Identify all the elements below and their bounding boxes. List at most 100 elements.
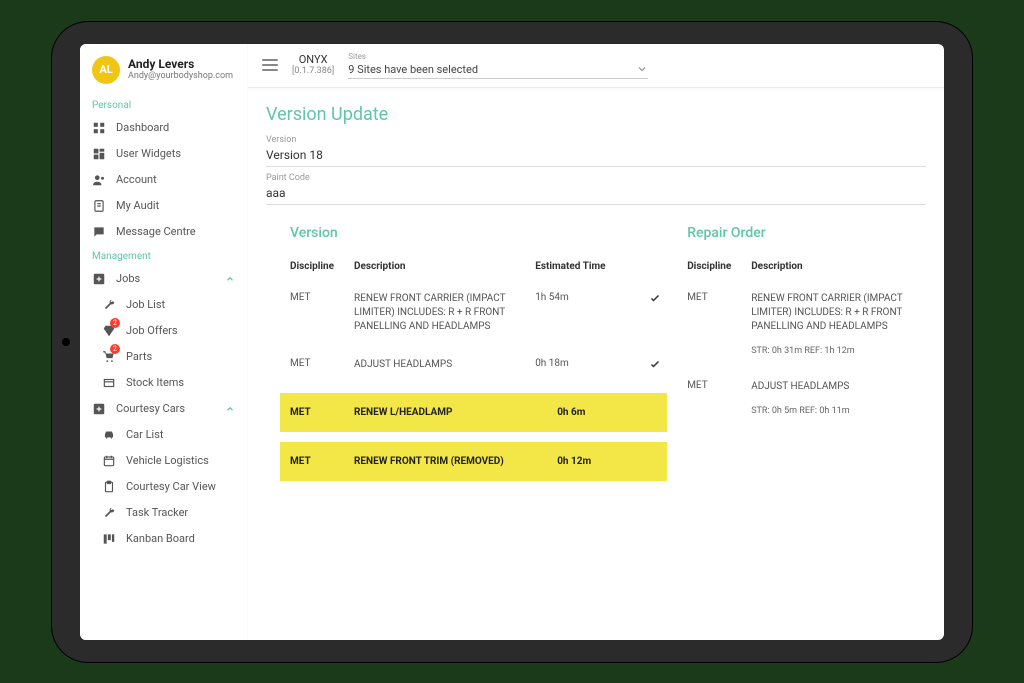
paint-code-field[interactable]: Paint Code aaa (266, 173, 926, 205)
cell-discipline: MET (290, 456, 346, 467)
tablet-camera (62, 338, 70, 346)
section-personal: Personal (80, 94, 247, 115)
sidebar-item-vehicle-logistics[interactable]: Vehicle Logistics (80, 448, 247, 474)
sidebar-item-stock-items[interactable]: Stock Items (80, 370, 247, 396)
badge: 2 (110, 344, 120, 354)
sidebar-item-message-centre[interactable]: Message Centre (80, 219, 247, 245)
car-icon (102, 428, 116, 442)
sites-value: 9 Sites have been selected (348, 63, 478, 76)
table-row[interactable]: MET ADJUST HEADLAMPS (687, 366, 926, 404)
user-name: Andy Levers (128, 57, 233, 71)
highlighted-row[interactable]: MET RENEW L/HEADLAMP 0h 6m ▸ (280, 393, 667, 432)
table-row[interactable]: MET ADJUST HEADLAMPS 0h 18m (290, 344, 667, 383)
menu-toggle-icon[interactable] (262, 59, 278, 71)
sidebar-item-label: User Widgets (116, 147, 235, 160)
plus-box-icon (92, 272, 106, 286)
content: Version Update Version Version 18 Paint … (248, 88, 944, 640)
chevron-up-icon (225, 404, 235, 414)
cell-discipline: MET (290, 292, 346, 303)
sidebar-item-jobs[interactable]: Jobs (80, 266, 247, 292)
build-number: [0.1.7.386] (292, 66, 334, 77)
cell-description: ADJUST HEADLAMPS (354, 358, 527, 372)
panel-title: Version (290, 225, 667, 241)
cell-description: ADJUST HEADLAMPS (751, 380, 926, 394)
sidebar-item-account[interactable]: Account (80, 167, 247, 193)
sidebar-item-task-tracker[interactable]: Task Tracker (80, 500, 247, 526)
user-email: Andy@yourbodyshop.com (128, 71, 233, 82)
sidebar-item-label: Account (116, 173, 235, 186)
repair-order-panel: Repair Order Discipline Description MET … (675, 225, 926, 491)
sidebar-item-my-audit[interactable]: My Audit (80, 193, 247, 219)
sidebar-item-label: Stock Items (126, 376, 235, 389)
row-subnote: STR: 0h 31m REF: 1h 12m (687, 344, 926, 366)
topbar: ONYX [0.1.7.386] Sites 9 Sites have been… (248, 44, 944, 88)
kanban-icon (102, 532, 116, 546)
col-estimated-time: Estimated Time (535, 261, 635, 272)
sidebar-item-dashboard[interactable]: Dashboard (80, 115, 247, 141)
brand-name: ONYX (292, 53, 334, 66)
highlighted-row[interactable]: MET RENEW FRONT TRIM (REMOVED) 0h 12m ▸ (280, 442, 667, 481)
version-field[interactable]: Version Version 18 (266, 135, 926, 167)
table-row[interactable]: MET RENEW FRONT CARRIER (IMPACT LIMITER)… (290, 278, 667, 344)
sidebar-item-kanban-board[interactable]: Kanban Board (80, 526, 247, 552)
sidebar-item-label: Job List (126, 298, 235, 311)
col-discipline: Discipline (290, 261, 346, 272)
user-block[interactable]: AL Andy Levers Andy@yourbodyshop.com (80, 44, 247, 94)
cell-discipline: MET (687, 380, 743, 391)
cell-time: 0h 6m (557, 407, 657, 418)
wrench-icon (102, 506, 116, 520)
sidebar-item-job-offers[interactable]: Job Offers 2 (80, 318, 247, 344)
table-header: Discipline Description (687, 255, 926, 278)
cell-description: RENEW FRONT TRIM (REMOVED) (354, 456, 549, 467)
sidebar-item-user-widgets[interactable]: User Widgets (80, 141, 247, 167)
sidebar-item-label: Dashboard (116, 121, 235, 134)
sidebar-item-car-list[interactable]: Car List (80, 422, 247, 448)
avatar: AL (92, 56, 120, 84)
sidebar-item-label: Kanban Board (126, 532, 235, 545)
sidebar-item-label: Job Offers (126, 324, 235, 337)
sidebar-item-label: Message Centre (116, 225, 235, 238)
sidebar-item-label: Courtesy Cars (116, 402, 215, 415)
badge: 2 (110, 318, 120, 328)
page-title: Version Update (266, 104, 926, 125)
brand-block: ONYX [0.1.7.386] (292, 53, 334, 77)
check-icon (643, 292, 667, 307)
wrench-icon (102, 298, 116, 312)
cell-description: RENEW L/HEADLAMP (354, 407, 549, 418)
plus-box-icon (92, 402, 106, 416)
calendar-icon (102, 454, 116, 468)
sidebar-item-label: Courtesy Car View (126, 480, 235, 493)
sidebar-item-parts[interactable]: Parts 2 (80, 344, 247, 370)
sidebar-item-label: Car List (126, 428, 235, 441)
sidebar-item-label: Vehicle Logistics (126, 454, 235, 467)
clipboard-icon (102, 480, 116, 494)
cell-discipline: MET (687, 292, 743, 303)
widgets-icon (92, 147, 106, 161)
section-management: Management (80, 245, 247, 266)
dashboard-icon (92, 121, 106, 135)
message-icon (92, 225, 106, 239)
sidebar-item-label: My Audit (116, 199, 235, 212)
sidebar-item-courtesy-cars[interactable]: Courtesy Cars (80, 396, 247, 422)
chevron-up-icon (225, 274, 235, 284)
field-label: Paint Code (266, 173, 926, 183)
account-icon (92, 173, 106, 187)
col-description: Description (354, 261, 527, 272)
sidebar-item-label: Parts (126, 350, 235, 363)
cell-description: RENEW FRONT CARRIER (IMPACT LIMITER) INC… (751, 292, 926, 334)
table-row[interactable]: MET RENEW FRONT CARRIER (IMPACT LIMITER)… (687, 278, 926, 344)
cell-time: 0h 12m (557, 456, 657, 467)
field-value: Version 18 (266, 145, 926, 167)
table-header: Discipline Description Estimated Time (290, 255, 667, 278)
check-icon (643, 358, 667, 373)
panel-title: Repair Order (687, 225, 926, 241)
sidebar-item-courtesy-car-view[interactable]: Courtesy Car View (80, 474, 247, 500)
sites-select[interactable]: Sites 9 Sites have been selected (348, 52, 648, 79)
chevron-down-icon (636, 63, 648, 75)
cell-time: 0h 18m (535, 358, 635, 369)
sites-label: Sites (348, 52, 648, 61)
main: ONYX [0.1.7.386] Sites 9 Sites have been… (248, 44, 944, 640)
version-panel: Version Discipline Description Estimated… (266, 225, 675, 491)
cell-time: 1h 54m (535, 292, 635, 303)
sidebar-item-job-list[interactable]: Job List (80, 292, 247, 318)
